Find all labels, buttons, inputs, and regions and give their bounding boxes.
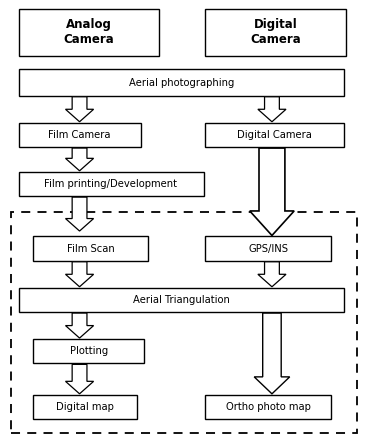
Polygon shape: [258, 97, 286, 122]
Polygon shape: [258, 262, 286, 287]
Bar: [33, 395, 137, 419]
Polygon shape: [65, 313, 94, 338]
Bar: [18, 288, 344, 312]
Text: Digital
Camera: Digital Camera: [250, 18, 301, 46]
Text: Digital map: Digital map: [56, 402, 114, 412]
Bar: [33, 339, 144, 363]
Text: Digital Camera: Digital Camera: [237, 130, 312, 140]
Text: Film printing/Development: Film printing/Development: [44, 179, 178, 189]
Polygon shape: [65, 148, 94, 171]
Polygon shape: [65, 262, 94, 287]
Bar: [11, 212, 357, 433]
Polygon shape: [250, 148, 294, 235]
Polygon shape: [65, 97, 94, 122]
Bar: [18, 123, 141, 147]
Polygon shape: [254, 313, 290, 394]
Polygon shape: [65, 364, 94, 394]
Text: Film Scan: Film Scan: [67, 244, 115, 254]
Bar: [205, 395, 331, 419]
Text: Aerial photographing: Aerial photographing: [129, 78, 234, 87]
Text: Aerial Triangulation: Aerial Triangulation: [133, 295, 230, 305]
Text: Film Camera: Film Camera: [48, 130, 111, 140]
Text: GPS/INS: GPS/INS: [248, 244, 288, 254]
Bar: [18, 172, 204, 196]
Bar: [205, 9, 346, 56]
Text: Analog
Camera: Analog Camera: [63, 18, 114, 46]
Bar: [33, 236, 148, 261]
Bar: [18, 69, 344, 96]
Text: Plotting: Plotting: [70, 346, 108, 356]
Text: Ortho photo map: Ortho photo map: [226, 402, 311, 412]
Bar: [205, 236, 331, 261]
Bar: [18, 9, 159, 56]
Polygon shape: [65, 197, 94, 231]
Bar: [205, 123, 344, 147]
